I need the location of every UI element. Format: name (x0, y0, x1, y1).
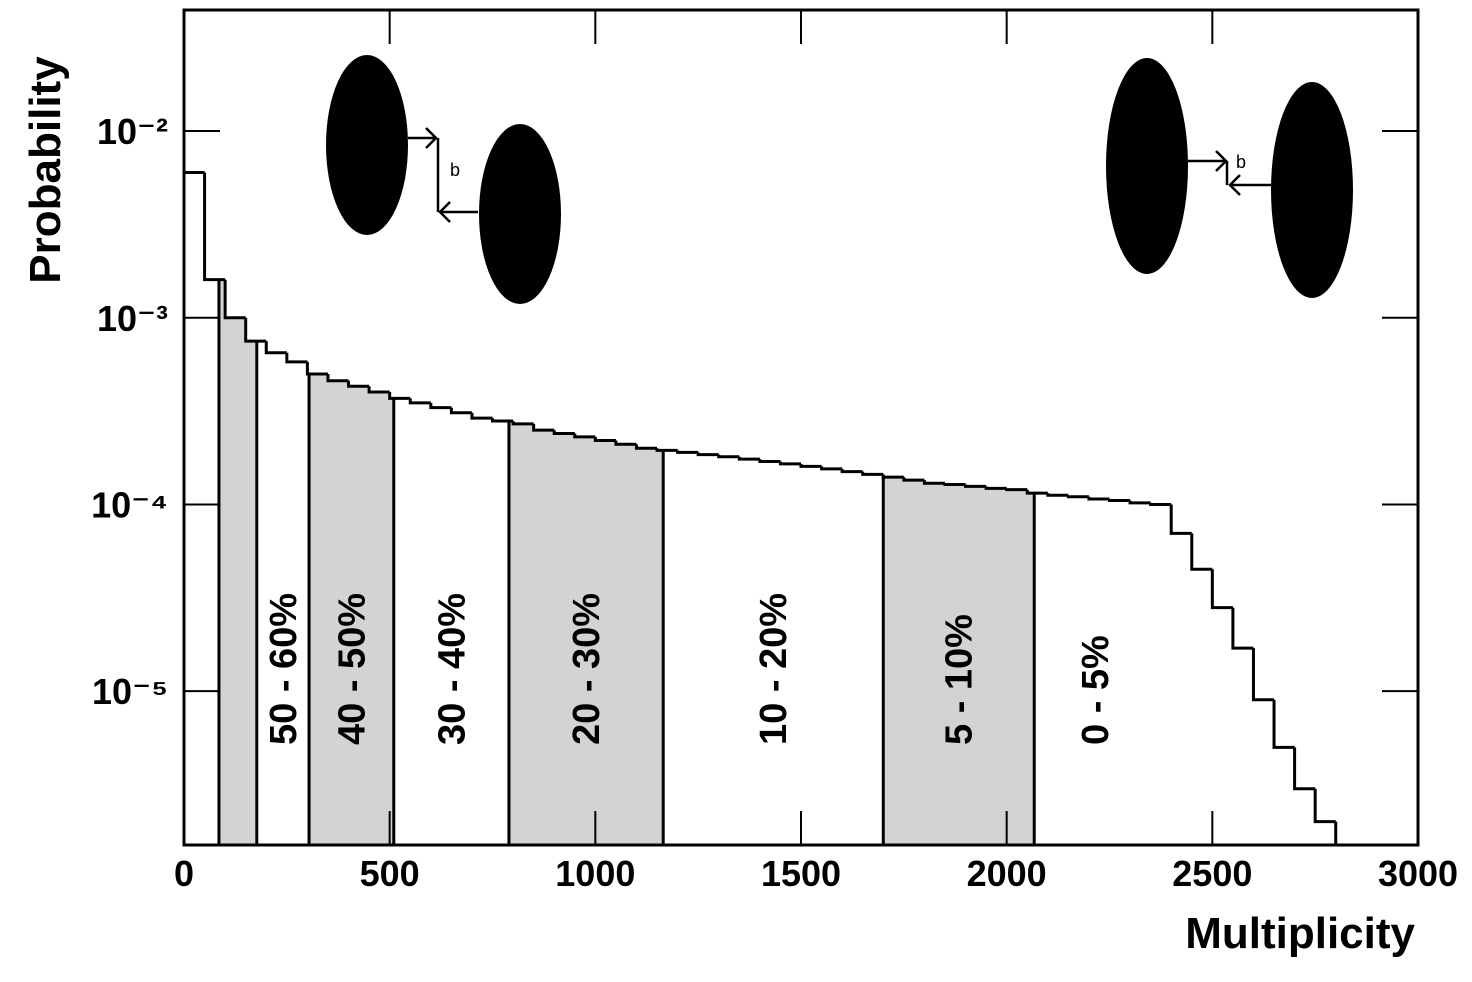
histogram-bin (820, 466, 843, 471)
histogram-bin (347, 380, 370, 388)
x-axis-title: Multiplicity (1185, 909, 1415, 958)
histogram-bin (861, 471, 884, 476)
histogram-bin (552, 430, 575, 435)
histogram-bin (922, 480, 945, 485)
histogram-bin (1046, 493, 1069, 497)
histogram-bin (388, 392, 411, 400)
histogram-bin (984, 486, 1007, 490)
histogram-bin (655, 448, 678, 452)
impact-parameter-label: b (1236, 152, 1246, 172)
histogram-bin (285, 352, 308, 364)
histogram-bin (799, 463, 822, 468)
nucleus (479, 124, 561, 304)
histogram-bin (1210, 569, 1233, 610)
nucleus (1271, 82, 1353, 298)
histogram-bin (429, 402, 452, 410)
region-label: 40 - 50% (331, 593, 373, 745)
histogram-bin (1231, 607, 1254, 650)
impact-parameter-label: b (450, 160, 460, 180)
histogram-bin (778, 461, 801, 466)
x-tick-label: 0 (174, 853, 194, 894)
histogram-bin (696, 452, 719, 457)
impact-arrows (1188, 150, 1271, 196)
y-tick-label: 10⁻³ (97, 298, 168, 339)
histogram-bin (223, 279, 246, 320)
histogram-bin (470, 412, 493, 420)
histogram-bin (511, 420, 534, 426)
region-label: 30 - 40% (431, 593, 473, 745)
histogram-bin (593, 436, 616, 443)
histogram-bin (408, 398, 431, 405)
histogram-bin (881, 474, 904, 479)
histogram-bin (491, 418, 514, 423)
histogram-bin (367, 386, 390, 394)
plot-frame (182, 8, 1420, 847)
histogram-bin (676, 450, 699, 454)
region-label: 10 - 20% (753, 593, 795, 745)
region-label: 0 - 5% (1075, 635, 1117, 745)
region-label: 50 - 60% (263, 593, 305, 745)
histogram-bin (1005, 488, 1028, 492)
x-tick-label: 1000 (555, 853, 635, 894)
histogram-bin (1251, 648, 1275, 702)
histogram-bin (573, 433, 596, 439)
histogram-bin (840, 468, 863, 474)
histogram-bin (1128, 500, 1151, 505)
histogram-bin (1313, 788, 1336, 824)
histogram-bin (1087, 496, 1110, 501)
region-label: 20 - 30% (566, 593, 608, 745)
x-tick-label: 500 (360, 853, 420, 894)
histogram-bin (1149, 502, 1172, 506)
histogram-bin (244, 317, 267, 343)
nucleus (1106, 58, 1188, 274)
nucleus (326, 55, 408, 235)
x-tick-label: 2000 (967, 853, 1047, 894)
region-label: 5 - 10% (939, 614, 981, 745)
histogram-bin (326, 373, 349, 383)
histogram-bin (902, 477, 925, 482)
histogram-bin (1190, 533, 1213, 571)
impact-arrows (408, 127, 478, 223)
histogram-bin (717, 454, 740, 459)
x-tick-label: 1500 (761, 853, 841, 894)
histogram-bin (532, 423, 555, 432)
histogram-bin (614, 440, 637, 446)
collision-diagram-right: b (1106, 58, 1353, 298)
shaded-region (218, 172, 257, 845)
histogram-bin (758, 459, 781, 463)
collision-diagram-left: b (326, 55, 561, 304)
histogram-bin (1169, 504, 1192, 535)
x-tick-label: 2500 (1172, 853, 1252, 894)
histogram-bin (737, 456, 760, 461)
histogram-bin (1108, 498, 1131, 503)
histogram-bin (964, 484, 987, 488)
histogram-bin (634, 444, 658, 450)
marks: 50 - 60% 40 - 50% 30 - 40% 20 - 30% 10 - 20%… (91, 10, 1458, 894)
histogram-bin (305, 361, 328, 376)
y-tick-label: 10⁻⁴ (91, 484, 168, 525)
histogram-bin (1293, 747, 1316, 791)
y-axis-title: Probability (21, 56, 70, 284)
histogram-bin (1066, 495, 1089, 499)
y-tick-label: 10⁻⁵ (92, 671, 168, 712)
histogram-bin (1025, 489, 1048, 495)
histogram-bin (203, 172, 226, 282)
x-tick-label: 3000 (1378, 853, 1458, 894)
histogram-bin (1272, 699, 1295, 749)
histogram-bin (264, 341, 287, 355)
histogram-bin (943, 482, 966, 486)
histogram-bin (449, 407, 472, 415)
y-tick-label: 10⁻² (97, 111, 168, 152)
histogram-bin (182, 170, 205, 845)
